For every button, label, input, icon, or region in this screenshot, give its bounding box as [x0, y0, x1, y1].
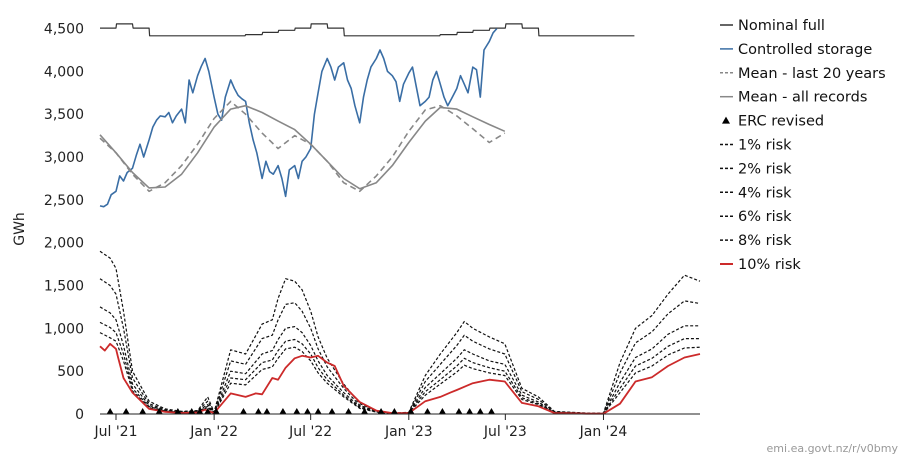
x-tick-label: Jan '23 — [384, 424, 433, 440]
y-tick-label: 4,500 — [44, 22, 84, 38]
y-axis-ticks: 0 500 1,000 1,500 2,000 2,500 3,000 3,500 4,000 4… — [44, 22, 84, 423]
legend-item: 10% risk — [720, 257, 801, 273]
legend-item: Mean - last 20 years — [720, 66, 886, 82]
legend-label: 1% risk — [738, 138, 792, 154]
erc-revised-marker — [239, 408, 247, 414]
legend-item: ERC revised — [722, 114, 824, 130]
legend-item: Controlled storage — [720, 42, 872, 58]
erc-revised-marker — [139, 408, 147, 414]
y-tick-label: 3,500 — [44, 107, 84, 123]
erc-revised-marker — [455, 408, 463, 414]
x-tick-label: Jan '24 — [579, 424, 628, 440]
legend-item: 1% risk — [720, 138, 792, 154]
erc-revised-marker — [377, 408, 385, 414]
erc-revised-marker — [476, 408, 484, 414]
y-axis-label: GWh — [12, 212, 28, 246]
legend-label: 4% risk — [738, 185, 792, 201]
erc-revised-marker — [188, 408, 196, 414]
legend-item: Mean - all records — [720, 90, 867, 106]
erc-revised-marker — [196, 408, 204, 414]
erc-revised-marker — [254, 408, 262, 414]
erc-revised-marker — [263, 408, 271, 414]
series-8-risk — [99, 332, 701, 415]
legend-item: 4% risk — [720, 185, 792, 201]
legend-label: 6% risk — [738, 209, 792, 225]
y-tick-label: 500 — [57, 364, 84, 380]
legend-item: 2% risk — [720, 161, 792, 177]
erc-revised-markers — [106, 408, 495, 414]
y-tick-label: 2,500 — [44, 193, 84, 209]
legend-item: Nominal full — [720, 18, 825, 34]
y-tick-label: 1,000 — [44, 321, 84, 337]
legend-label: 2% risk — [738, 161, 792, 177]
erc-revised-marker — [303, 408, 311, 414]
erc-revised-marker — [487, 408, 495, 414]
series-mean-last-20-years — [99, 100, 506, 193]
series-10-risk — [99, 342, 701, 415]
legend-label: Mean - last 20 years — [738, 66, 886, 82]
legend-label: 8% risk — [738, 233, 792, 249]
legend-label: Nominal full — [738, 18, 825, 34]
y-tick-label: 1,500 — [44, 279, 84, 295]
y-tick-label: 3,000 — [44, 150, 84, 166]
erc-revised-marker — [314, 408, 322, 414]
y-tick-label: 2,000 — [44, 236, 84, 252]
legend-label: Controlled storage — [738, 42, 872, 58]
legend: Nominal full Controlled storage Mean - las… — [720, 18, 886, 273]
erc-revised-marker — [361, 408, 369, 414]
x-tick-label: Jul '21 — [93, 424, 137, 440]
erc-revised-marker — [466, 408, 474, 414]
legend-marker-erc-revised — [722, 116, 730, 124]
erc-revised-marker — [328, 408, 336, 414]
series-6-risk — [99, 321, 700, 415]
legend-label: 10% risk — [738, 257, 801, 273]
y-tick-label: 0 — [75, 407, 84, 423]
x-tick-label: Jul '22 — [288, 424, 332, 440]
legend-item: 8% risk — [720, 233, 792, 249]
erc-revised-marker — [423, 408, 431, 414]
erc-revised-marker — [204, 408, 212, 414]
x-tick-label: Jan '22 — [189, 424, 238, 440]
erc-revised-marker — [345, 408, 353, 414]
series-nominal-full — [100, 23, 635, 37]
erc-revised-marker — [279, 408, 287, 414]
erc-revised-marker — [155, 408, 163, 414]
x-tick-label: Jul '23 — [483, 424, 527, 440]
source-link[interactable]: emi.ea.govt.nz/r/v0bmy — [767, 442, 899, 455]
series-4-risk — [99, 306, 700, 415]
series-controlled-storage — [99, 28, 498, 208]
series-layer — [99, 23, 701, 415]
legend-label: ERC revised — [738, 114, 824, 130]
erc-revised-marker — [438, 408, 446, 414]
series-1-risk — [99, 250, 701, 414]
erc-revised-marker — [390, 408, 398, 414]
legend-item: 6% risk — [720, 209, 792, 225]
series-mean-all-records — [99, 104, 506, 190]
erc-revised-marker — [212, 408, 220, 414]
erc-revised-marker — [122, 408, 130, 414]
erc-revised-marker — [106, 408, 114, 414]
y-tick-label: 4,000 — [44, 64, 84, 80]
x-axis-ticks: Jul '21 Jan '22 Jul '22 Jan '23 Jul '23 Jan '… — [93, 414, 627, 440]
legend-label: Mean - all records — [738, 90, 867, 106]
erc-revised-marker — [407, 408, 415, 414]
erc-revised-marker — [293, 408, 301, 414]
erc-revised-marker — [174, 408, 182, 414]
